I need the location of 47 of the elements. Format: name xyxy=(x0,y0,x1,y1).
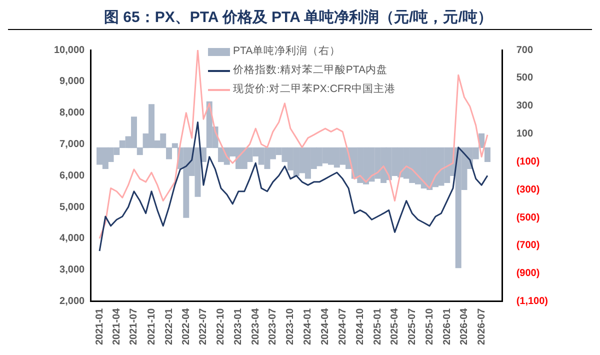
x-tick-label: 2022-10 xyxy=(216,308,227,346)
x-tick-label: 2024-04 xyxy=(320,308,332,346)
y2-tick-label: 300 xyxy=(516,100,534,112)
x-tick-label: 2025-04 xyxy=(390,308,401,346)
y2-tick-label: (100) xyxy=(516,156,540,168)
x-tick-label: 2021-01 xyxy=(94,308,106,346)
x-tick-label: 2022-07 xyxy=(198,308,210,346)
x-tick-label: 2023-10 xyxy=(285,308,296,346)
y2-tick-label: 500 xyxy=(516,72,534,84)
y2-tick-label: (1,100) xyxy=(516,296,548,308)
y-tick-label: 10,000 xyxy=(54,44,86,56)
x-tick-label: 2023-01 xyxy=(233,308,244,346)
x-tick-label: 2023-04 xyxy=(250,308,262,346)
y-tick-label: 5,000 xyxy=(60,202,86,213)
y-tick-label: 9,000 xyxy=(60,76,86,88)
legend-label: PTA单吨净利润（右） xyxy=(233,44,341,59)
x-tick-label: 2024-10 xyxy=(354,308,366,346)
y-tick-label: 3,000 xyxy=(60,264,86,276)
y2-tick-label: (300) xyxy=(516,184,540,196)
y2-tick-label: (900) xyxy=(516,268,540,280)
chart-title: 图 65：PX、PTA 价格及 PTA 单吨净利润（元/吨，元/吨） xyxy=(8,8,592,30)
x-tick-label: 2024-01 xyxy=(302,308,314,346)
x-tick-label: 2026-04 xyxy=(458,308,470,346)
x-tick-label: 2021-10 xyxy=(146,308,158,346)
x-tick-label: 2021-04 xyxy=(111,308,122,346)
legend-label: 价格指数:精对苯二甲酸PTA内盘 xyxy=(233,63,388,78)
y2-tick-label: (700) xyxy=(516,240,540,252)
y2-tick-label: 700 xyxy=(516,44,534,56)
y2-tick-label: 100 xyxy=(516,128,534,140)
y-tick-label: 6,000 xyxy=(60,170,86,182)
y-tick-label: 4,000 xyxy=(60,233,86,244)
x-tick-label: 2026-07 xyxy=(476,308,488,346)
x-tick-label: 2024-07 xyxy=(337,308,348,346)
x-tick-label: 2025-07 xyxy=(406,308,418,346)
x-tick-label: 2026-01 xyxy=(442,308,453,346)
y-tick-label: 7,000 xyxy=(60,138,86,150)
y-tick-label: 8,000 xyxy=(60,108,86,119)
x-tick-label: 2025-10 xyxy=(424,308,436,346)
x-tick-label: 2021-07 xyxy=(128,308,140,346)
x-tick-label: 2025-01 xyxy=(372,308,384,346)
legend-label: 现货价:对二甲苯PX:CFR中国主港 xyxy=(233,82,396,97)
y2-tick-label: (500) xyxy=(516,212,540,224)
x-tick-label: 2023-07 xyxy=(268,308,279,346)
x-tick-label: 2022-04 xyxy=(180,308,192,346)
x-tick-label: 2022-01 xyxy=(164,308,175,346)
y-tick-label: 2,000 xyxy=(60,296,86,308)
bar xyxy=(484,147,490,162)
